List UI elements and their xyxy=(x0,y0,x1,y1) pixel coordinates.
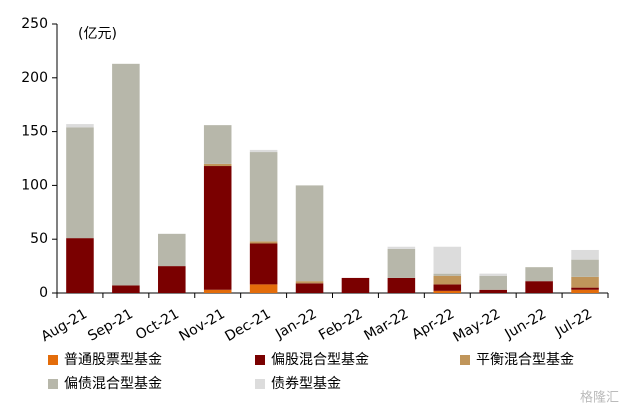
legend-label: 偏股混合型基金 xyxy=(271,351,369,368)
y-tick-label: 100 xyxy=(21,177,48,193)
x-tick-label: Jun-22 xyxy=(502,306,550,343)
watermark: 格隆汇 xyxy=(580,390,619,406)
y-tick-label: 200 xyxy=(21,70,48,86)
bar-segment xyxy=(295,281,324,284)
bar-segment xyxy=(203,289,232,293)
x-tick-label: Jan-22 xyxy=(272,306,319,343)
bar-segment xyxy=(387,246,416,249)
bar-segment xyxy=(66,127,94,239)
legend-swatch xyxy=(255,379,265,389)
bar-segment xyxy=(525,281,553,293)
unit-annotation: (亿元) xyxy=(78,26,117,42)
x-tick-label: May-22 xyxy=(451,306,504,346)
x-tick-label: Aug-21 xyxy=(38,306,89,345)
bar-segment xyxy=(387,248,416,278)
legend-label: 普通股票型基金 xyxy=(64,351,162,368)
x-tick-label: Nov-21 xyxy=(177,306,228,345)
bar-segment xyxy=(341,277,370,293)
bar-segment xyxy=(295,185,324,282)
legend-label: 平衡混合型基金 xyxy=(476,351,574,368)
bar-segment xyxy=(112,63,140,286)
bar-segment xyxy=(249,241,278,244)
x-tick-label: Mar-22 xyxy=(361,306,411,344)
bar-segment xyxy=(525,267,553,282)
x-tick-label: Dec-21 xyxy=(222,306,273,345)
bar-segment xyxy=(433,273,462,276)
bar-segment xyxy=(158,266,186,293)
bar-segment xyxy=(203,166,232,290)
x-tick-label: Oct-21 xyxy=(133,306,182,343)
legend-label: 偏债混合型基金 xyxy=(64,375,162,392)
bar-segment xyxy=(433,275,462,285)
bar-segment xyxy=(66,238,94,293)
bar-segment xyxy=(571,276,599,288)
bar-segment xyxy=(158,233,186,267)
legend-swatch xyxy=(48,355,58,365)
bar-segment xyxy=(479,273,507,276)
x-tick-label: Feb-22 xyxy=(316,306,365,344)
bar-segment xyxy=(249,152,278,242)
legend-swatch xyxy=(460,355,470,365)
bar-segment xyxy=(433,246,462,274)
y-tick-label: 150 xyxy=(21,124,48,140)
y-tick-label: 50 xyxy=(30,231,48,247)
bar-segment xyxy=(571,289,599,293)
bar-segment xyxy=(479,289,507,293)
bar-segment xyxy=(66,124,94,128)
bar-segment xyxy=(203,125,232,164)
bar-segment xyxy=(571,259,599,277)
bar-segment xyxy=(203,163,232,167)
bar-segment xyxy=(479,275,507,290)
x-tick-label: Sep-21 xyxy=(85,306,136,344)
bar-segment xyxy=(112,285,140,293)
x-tick-label: Apr-22 xyxy=(409,306,457,343)
legend-swatch xyxy=(48,379,58,389)
bar-segment xyxy=(433,284,462,291)
bar-segment xyxy=(249,243,278,285)
y-tick-label: 0 xyxy=(39,285,48,301)
bar-segment xyxy=(249,284,278,293)
bar-segment xyxy=(387,277,416,293)
bar-segment xyxy=(571,249,599,260)
bar-segment xyxy=(249,149,278,153)
x-tick-label: Jul-22 xyxy=(552,306,595,340)
y-tick-label: 250 xyxy=(21,16,48,32)
legend-swatch xyxy=(255,355,265,365)
bar-segment xyxy=(295,283,324,293)
bar-segment xyxy=(433,290,462,293)
bar-segment xyxy=(571,287,599,290)
legend-label: 债券型基金 xyxy=(271,375,341,392)
